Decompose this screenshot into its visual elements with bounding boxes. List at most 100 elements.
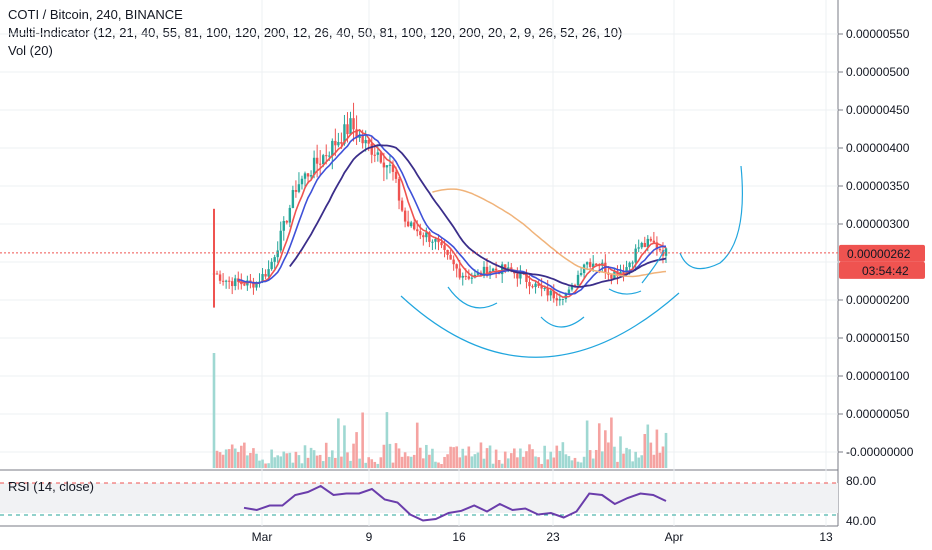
volume-bars	[212, 353, 668, 468]
volume-bar	[455, 446, 458, 468]
price-tick-label: 0.00000550	[846, 27, 910, 41]
volume-bar	[309, 447, 313, 468]
volume-bar	[240, 445, 243, 468]
candle-body	[467, 276, 471, 279]
candle-body	[306, 173, 310, 177]
volume-bar	[476, 452, 480, 468]
volume-bar	[619, 436, 622, 468]
candle-body	[628, 262, 631, 268]
candle-body	[394, 171, 398, 179]
candle-body	[470, 277, 474, 279]
candle-body	[234, 278, 237, 287]
volume-bar	[543, 445, 546, 468]
candle-body	[249, 280, 252, 282]
volume-bar	[640, 455, 644, 468]
volume-bar	[610, 417, 613, 468]
volume-bar	[397, 448, 401, 468]
candle-body	[500, 264, 504, 275]
volume-bar	[246, 455, 249, 468]
volume-bar	[628, 449, 631, 468]
time-tick-label: 9	[366, 530, 373, 544]
candle-body	[494, 268, 498, 271]
volume-bar	[452, 447, 455, 468]
candle-body	[537, 283, 540, 286]
volume-bar	[285, 453, 289, 468]
candle-body	[558, 299, 562, 301]
volume-bar	[321, 461, 325, 468]
volume-bar	[500, 463, 504, 468]
candle-body	[337, 141, 340, 146]
candle-body	[531, 286, 534, 288]
volume-bar	[428, 454, 431, 468]
volume-bar	[600, 451, 604, 468]
candle-body	[543, 288, 546, 290]
candle-body	[331, 140, 334, 156]
ma-slow-line	[289, 144, 667, 288]
volume-bar	[655, 429, 659, 468]
candle-body	[622, 271, 625, 275]
volume-bar	[431, 448, 434, 468]
candle-body	[297, 184, 301, 192]
time-tick-label: 23	[546, 530, 560, 544]
volume-bar	[625, 447, 628, 468]
volume-bar	[300, 463, 304, 468]
volume-bar	[415, 422, 419, 468]
candle-body	[264, 274, 267, 277]
volume-bar	[425, 444, 428, 468]
candle-body	[309, 175, 313, 177]
candle-body	[218, 274, 222, 281]
annotation-big-arc	[400, 292, 680, 358]
candle-body	[270, 261, 273, 270]
candle-body	[361, 135, 364, 144]
volume-bar	[282, 451, 286, 468]
candles	[212, 102, 668, 308]
volume-bar	[597, 423, 601, 468]
candle-body	[419, 231, 422, 236]
volume-bar	[418, 447, 422, 468]
annotation-handle-arc	[679, 165, 743, 270]
volume-bar	[273, 457, 276, 468]
volume-bar	[291, 462, 295, 468]
volume-bar	[221, 454, 225, 468]
candle-body	[221, 280, 225, 282]
candle-body	[658, 249, 662, 251]
volume-bar	[315, 455, 319, 468]
candle-body	[288, 207, 292, 223]
candle-body	[482, 266, 486, 276]
volume-bar	[412, 454, 416, 468]
candle-body	[367, 139, 370, 144]
volume-bar	[255, 453, 258, 468]
price-axis: 0.00000550 0.00000500 0.00000450 0.00000400…	[838, 27, 925, 459]
volume-bar	[661, 446, 665, 468]
candle-body	[334, 140, 337, 146]
candle-body	[267, 269, 270, 277]
candle-body	[455, 264, 458, 269]
volume-bar	[458, 457, 462, 468]
volume-bar	[513, 448, 516, 468]
candle-body	[519, 273, 522, 279]
ma-fast-line	[238, 128, 667, 299]
annotation-small-arc	[641, 249, 665, 284]
volume-bar	[540, 463, 543, 468]
candle-body	[352, 118, 355, 130]
volume-bar	[470, 456, 474, 468]
volume-bar	[370, 459, 374, 468]
candle-body	[397, 178, 401, 201]
candle-body	[634, 248, 637, 263]
volume-bar	[367, 457, 371, 468]
candle-body	[525, 273, 528, 283]
volume-bar	[318, 454, 322, 468]
candle-body	[652, 240, 656, 243]
candle-body	[552, 290, 555, 299]
candle-body	[364, 139, 367, 144]
candle-body	[449, 254, 452, 260]
symbol-title: COTI / Bitcoin, 240, BINANCE	[8, 7, 183, 22]
candle-body	[252, 281, 255, 288]
candle-body	[425, 232, 428, 238]
candle-body	[403, 210, 407, 222]
volume-bar	[343, 425, 346, 468]
volume-bar	[522, 456, 525, 468]
candle-body	[400, 200, 404, 211]
volume-bar	[361, 412, 364, 468]
